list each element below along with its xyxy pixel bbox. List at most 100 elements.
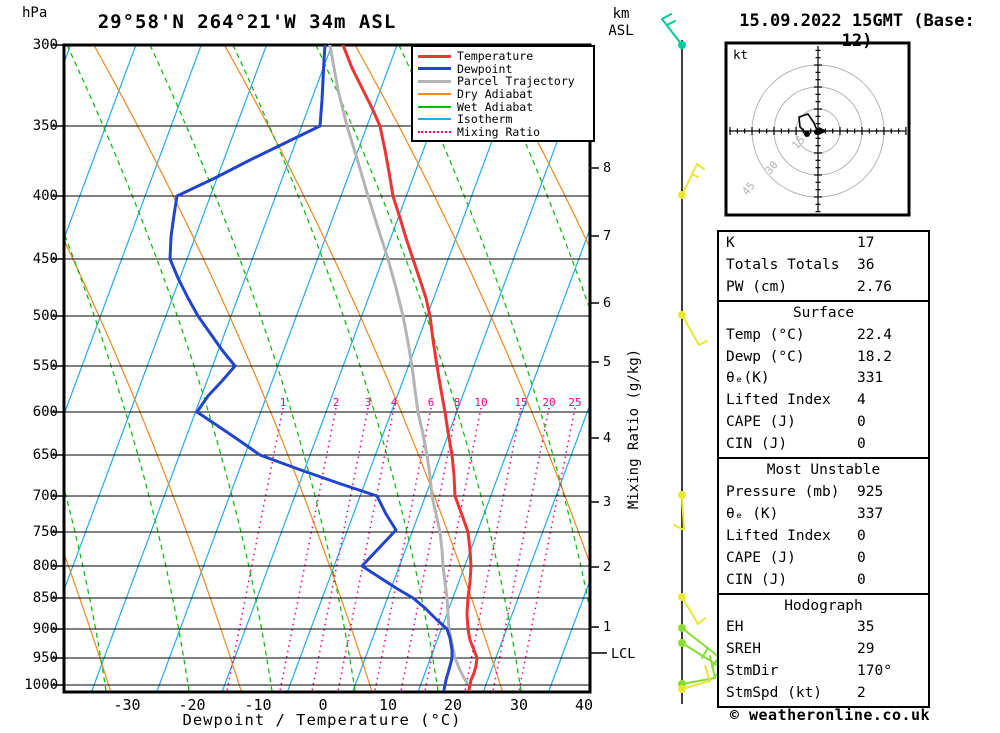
dry-adiabat-line <box>64 238 242 691</box>
table-row-value: 0 <box>857 436 866 453</box>
table-row-value: 36 <box>857 256 875 273</box>
wind-barb <box>673 491 686 531</box>
wind-barb-dot <box>678 639 686 647</box>
mixing-ratio-line <box>424 407 482 691</box>
legend-item-label: Temperature <box>457 49 534 64</box>
pressure-tick-label: 350 <box>32 118 58 134</box>
table-row: Totals Totals 36 <box>719 255 928 277</box>
table-row: CIN (J) 0 <box>719 570 928 592</box>
table-row-value: 18.2 <box>857 348 892 365</box>
mixing-ratio-value-label: 20 <box>542 396 556 409</box>
table-section-title: Surface <box>792 304 855 321</box>
km-axis-unit: km ASL <box>598 6 644 40</box>
table-row-label: CAPE (J) <box>726 549 796 566</box>
km-tick-label: 7 <box>603 228 612 244</box>
temperature-tick-label: 40 <box>574 696 594 714</box>
table-row-value: 925 <box>857 483 884 500</box>
isotherm-line <box>64 45 268 592</box>
pressure-tick-label: 800 <box>32 558 58 574</box>
table-row-label: StmDir <box>726 663 779 680</box>
pressure-tick-label: 1000 <box>24 677 58 693</box>
pressure-tick-label: 850 <box>32 590 58 606</box>
legend-item: Mixing Ratio <box>413 125 593 139</box>
mixing-ratio-line <box>492 407 550 691</box>
legend-item: Parcel Trajectory <box>413 74 593 89</box>
hodograph-trace <box>798 113 823 135</box>
table-row-label: Lifted Index <box>726 527 831 544</box>
table-row-value: 17 <box>857 235 875 251</box>
wind-barb <box>678 593 706 625</box>
km-axis-unit-line1: km <box>612 6 630 22</box>
km-tick-label: 3 <box>603 494 612 510</box>
indices-table-section: K 17 Totals Totals 36 PW (cm) 2.76 <box>717 230 930 302</box>
table-row: EH 35 <box>719 617 928 639</box>
pressure-tick-label: 550 <box>32 358 58 374</box>
temperature-tick-label: 10 <box>378 696 398 714</box>
legend-line-sample <box>418 118 451 121</box>
pressure-axis-unit: hPa <box>22 5 48 21</box>
mixing-ratio-line <box>226 407 284 691</box>
table-row-label: θₑ(K) <box>726 370 770 387</box>
table-row: CIN (J) 0 <box>719 434 928 456</box>
indices-table-section: Hodograph EH 35 SREH 29 StmDir 170° StmSpd (kt)… <box>717 592 930 709</box>
table-row: PW (cm) 2.76 <box>719 277 928 299</box>
pressure-tick-label: 950 <box>32 650 58 666</box>
km-tick-label: 6 <box>603 295 612 311</box>
table-row-value: 170° <box>857 663 892 680</box>
mixing-ratio-value-label: 15 <box>514 396 528 409</box>
table-row: Dewp (°C) 18.2 <box>719 347 928 369</box>
legend-line-sample <box>418 105 451 108</box>
dewpoint-curve <box>168 45 454 691</box>
legend-line-sample <box>418 54 451 58</box>
mixing-ratio-value-label: 1 <box>279 396 287 409</box>
isotherm-line <box>64 45 202 417</box>
table-row-value: 2.76 <box>857 278 892 295</box>
km-tick-label: 2 <box>603 559 612 575</box>
table-row-label: Totals Totals <box>726 256 840 273</box>
legend-item-label: Wet Adiabat <box>457 99 534 114</box>
table-row-value: 337 <box>857 505 884 522</box>
table-row-label: Temp (°C) <box>726 326 805 343</box>
wind-barb-dot <box>678 685 686 693</box>
wind-barb <box>661 13 686 49</box>
legend-item: Dry Adiabat <box>413 87 593 102</box>
wind-barb-dot <box>678 491 686 499</box>
table-row-label: Dewp (°C) <box>726 348 805 365</box>
table-row: StmDir 170° <box>719 661 928 683</box>
pressure-tick-label: 750 <box>32 524 58 540</box>
km-axis-unit-line2: ASL <box>608 23 634 39</box>
mixing-ratio-line <box>518 407 576 691</box>
pressure-tick-label: 600 <box>32 404 58 420</box>
wind-barb <box>678 311 708 346</box>
table-row: Lifted Index 4 <box>719 390 928 412</box>
mixing-ratio-line <box>279 407 337 691</box>
table-row: θₑ(K) 331 <box>719 368 928 390</box>
wind-barb <box>678 639 723 679</box>
pressure-tick-label: 700 <box>32 488 58 504</box>
wind-barb-dot <box>678 311 686 319</box>
sounding-curves <box>168 45 479 691</box>
legend-item-label: Parcel Trajectory <box>457 74 575 89</box>
hodograph-trace-dot <box>804 131 810 137</box>
table-row-value: 4 <box>857 392 866 409</box>
legend-item: Dewpoint <box>413 62 593 76</box>
wind-barb <box>678 665 711 693</box>
pressure-tick-label: 450 <box>32 251 58 267</box>
table-section-title: Most Unstable <box>766 462 881 479</box>
x-axis-caption: Dewpoint / Temperature (°C) <box>182 711 462 729</box>
table-row-label: CIN (J) <box>726 436 788 453</box>
legend-item-label: Dry Adiabat <box>457 87 534 102</box>
table-row-label: CIN (J) <box>726 571 788 588</box>
dry-adiabat-line <box>354 45 590 566</box>
parcel-trajectory-curve <box>328 45 469 685</box>
indices-table-section: Surface Temp (°C) 22.4 Dewp (°C) 18.2 θₑ(K) 33… <box>717 299 930 460</box>
pressure-tick-label: 900 <box>32 621 58 637</box>
pressure-tick-label: 400 <box>32 188 58 204</box>
wind-barb-dot <box>678 41 686 49</box>
mixing-ratio-line <box>337 407 395 691</box>
table-row-value: 331 <box>857 370 884 387</box>
temperature-tick-label: 0 <box>318 696 328 714</box>
km-tick-label: 8 <box>603 160 612 176</box>
